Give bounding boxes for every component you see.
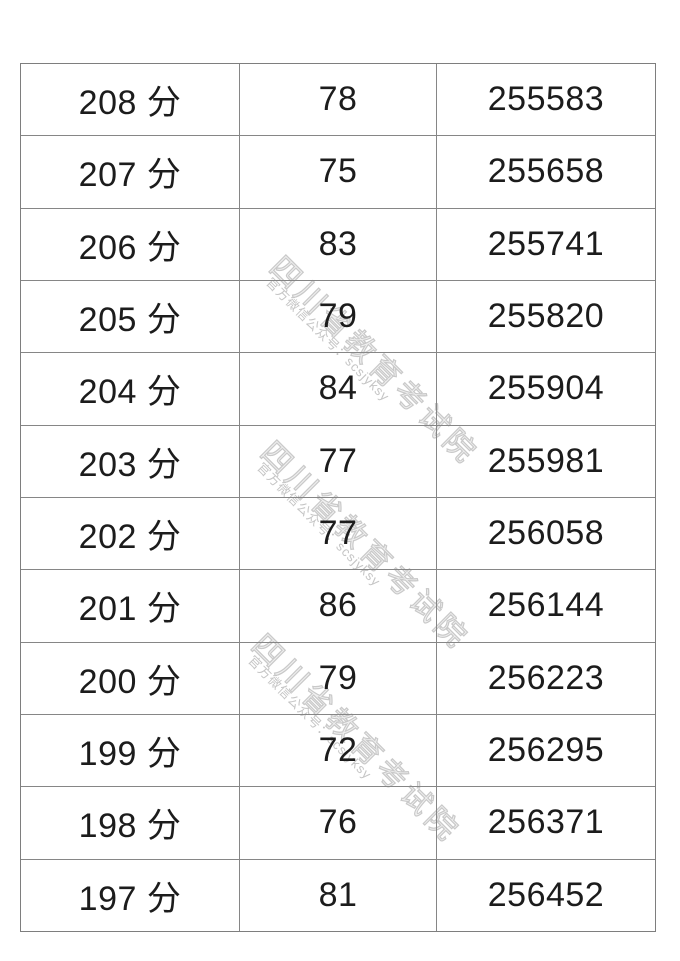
table-row: 202 分 77 256058 [21,497,655,571]
cell-score: 208 分 [21,64,240,136]
cell-count: 81 [240,859,437,931]
cell-score: 206 分 [21,208,240,280]
cell-count: 76 [240,787,437,859]
cell-count: 77 [240,425,437,497]
table-row: 199 分 72 256295 [21,714,655,788]
cell-cumulative: 256058 [487,514,605,553]
cell-score: 207 分 [21,136,240,208]
cell-count: 83 [240,208,437,280]
table-row: 200 分 79 256223 [21,642,655,715]
cell-score: 204 分 [21,353,240,425]
cell-cumulative: 256452 [487,875,605,914]
cell-count: 84 [240,353,437,425]
cell-score: 197 分 [21,859,240,931]
cell-score: 203 分 [21,425,240,497]
cell-count: 78 [240,64,437,136]
table-row: 206 分 83 255741 [21,208,655,281]
cell-cumulative: 255583 [487,80,605,119]
cell-count: 72 [240,714,437,787]
cell-score: 200 分 [21,642,240,714]
cell-cumulative: 255741 [487,224,605,263]
cell-cumulative: 255904 [487,369,605,408]
cell-cumulative: 255820 [487,297,605,336]
cell-count: 86 [240,570,437,642]
table-row: 203 分 77 255981 [21,425,655,498]
cell-count: 77 [240,497,437,570]
cell-cumulative: 255658 [487,152,605,191]
cell-cumulative: 256223 [487,658,605,697]
table-row: 197 分 81 256452 [21,859,655,931]
cell-score: 202 分 [21,497,240,570]
score-table: 208 分 78 255583 207 分 75 255658 206 分 83 255741 2… [20,63,656,932]
cell-score: 205 分 [21,280,240,353]
table-row: 198 分 76 256371 [21,787,655,860]
cell-score: 199 分 [21,714,240,787]
table-row: 205 分 79 255820 [21,280,655,354]
cell-count: 75 [240,136,437,208]
table-row: 201 分 86 256144 [21,570,655,643]
cell-cumulative: 255981 [487,441,605,480]
table-row: 207 分 75 255658 [21,136,655,209]
table-row: 204 分 84 255904 [21,353,655,426]
cell-count: 79 [240,642,437,714]
cell-cumulative: 256295 [487,731,605,770]
cell-cumulative: 256144 [487,586,605,625]
table-row: 208 分 78 255583 [21,64,655,137]
cell-score: 198 分 [21,787,240,859]
cell-cumulative: 256371 [487,803,605,842]
cell-count: 79 [240,280,437,353]
cell-score: 201 分 [21,570,240,642]
